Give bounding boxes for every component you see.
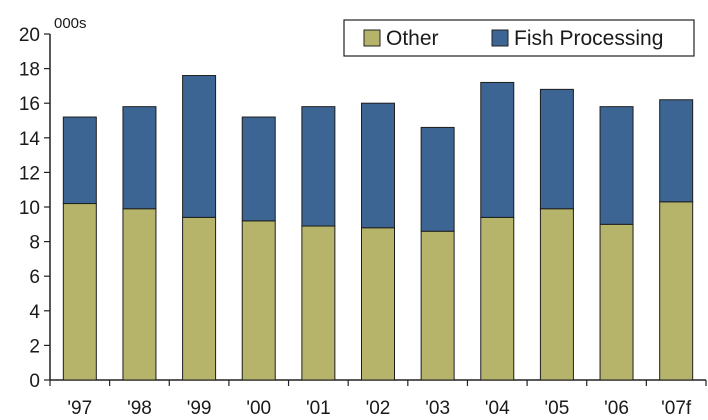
- x-tick-label: '03: [425, 398, 450, 419]
- bar-fish-processing: [539, 88, 574, 210]
- x-tick-label: '05: [545, 398, 570, 419]
- bar-fish-processing: [241, 116, 276, 222]
- x-tick-label: '99: [187, 398, 212, 419]
- unit-label: 000s: [54, 15, 87, 32]
- bar-fish-processing: [361, 102, 395, 229]
- bar-fish-processing: [62, 116, 97, 205]
- y-tick-label: 0: [29, 371, 40, 392]
- y-tick-label: 8: [29, 233, 40, 254]
- x-tick-label: '07f: [661, 398, 692, 419]
- x-tick-label: '01: [306, 398, 331, 419]
- x-tick-label: '97: [67, 398, 92, 419]
- bar-other: [301, 225, 336, 381]
- y-tick-label: 10: [19, 198, 40, 219]
- x-tick-label: '04: [485, 398, 510, 419]
- x-tick-label: '02: [366, 398, 391, 419]
- bars: [62, 75, 694, 381]
- bar-other: [361, 227, 395, 381]
- legend-swatch-fish-processing: [491, 29, 509, 47]
- bar-fish-processing: [599, 106, 634, 225]
- y-tick-label: 18: [19, 60, 40, 81]
- y-tick-label: 2: [29, 336, 40, 357]
- bar-other: [182, 216, 217, 381]
- bar-other: [62, 203, 97, 381]
- bar-other: [122, 208, 157, 381]
- y-tick-label: 4: [29, 302, 40, 323]
- legend-label-fish-processing: Fish Processing: [514, 27, 663, 50]
- x-tick-label: '06: [604, 398, 629, 419]
- y-tick-label: 14: [19, 129, 41, 150]
- bar-fish-processing: [182, 75, 217, 218]
- legend-label-other: Other: [386, 27, 439, 50]
- y-axis: 0 2 4 6 8 10 12 14 16 18 20: [19, 25, 51, 392]
- bar-other: [420, 230, 455, 381]
- bar-fish-processing: [122, 106, 157, 210]
- bar-fish-processing: [301, 106, 336, 227]
- y-tick-label: 20: [19, 25, 40, 46]
- bar-other: [241, 220, 276, 381]
- bar-other: [480, 216, 515, 381]
- y-tick-label: 12: [19, 163, 40, 184]
- bar-other: [539, 208, 574, 381]
- bar-other: [659, 201, 694, 381]
- bar-other: [599, 223, 634, 381]
- legend-box: [343, 19, 695, 57]
- y-tick-label: 6: [29, 267, 40, 288]
- x-tick-label: '00: [246, 398, 271, 419]
- legend-swatch-other: [363, 29, 381, 47]
- legend: Other Fish Processing: [343, 19, 695, 57]
- y-tick-label: 16: [19, 94, 40, 115]
- bar-fish-processing: [659, 99, 694, 203]
- x-tick-label: '98: [127, 398, 152, 419]
- x-axis: '97 '98 '99 '00 '01 '02 '03 '04 '05 '06 '07f: [49, 379, 707, 419]
- bar-fish-processing: [480, 81, 515, 218]
- bar-fish-processing: [420, 126, 455, 232]
